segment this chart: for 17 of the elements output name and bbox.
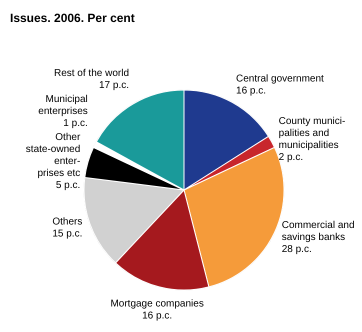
slice-label: Commercial and savings banks: [282, 220, 355, 243]
slice-label: Others: [52, 216, 82, 228]
slice-label: Other state-owned enter- prises etc: [26, 132, 81, 179]
slice-label: Mortgage companies: [110, 298, 204, 310]
chart-title: Issues. 2006. Per cent: [10, 11, 135, 25]
data-label: 28 p.c.: [282, 244, 312, 255]
slice-label: County munici- palities and municipalities: [278, 116, 346, 151]
slice-label: Municipal enterprises: [38, 94, 88, 117]
slice-label: Central government: [236, 73, 324, 84]
data-label: 1 p.c.: [63, 118, 88, 129]
data-label: 2 p.c.: [278, 152, 304, 163]
data-label: 17 p.c.: [98, 80, 130, 91]
data-label: 5 p.c.: [56, 180, 80, 191]
slice-label: Rest of the world: [54, 68, 130, 79]
data-label: 16 p.c.: [142, 310, 172, 322]
data-label: 15 p.c.: [52, 228, 82, 240]
data-label: 16 p.c.: [236, 85, 266, 96]
